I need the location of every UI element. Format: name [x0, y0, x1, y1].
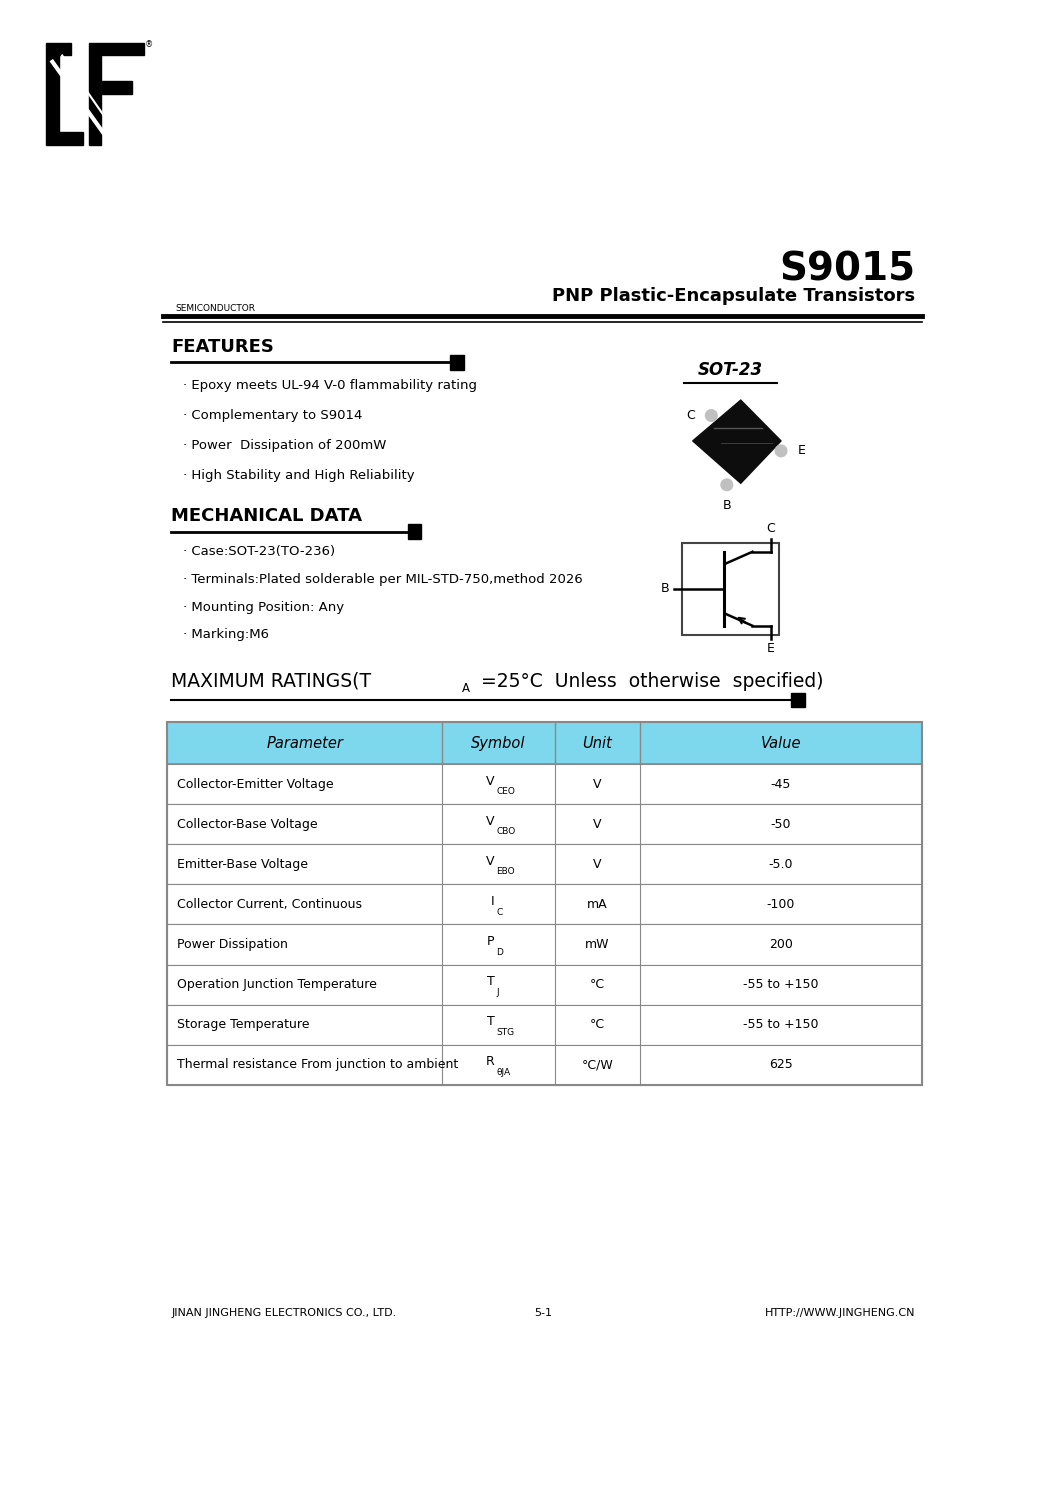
- Text: · High Stability and High Reliability: · High Stability and High Reliability: [183, 469, 414, 483]
- Polygon shape: [47, 43, 83, 145]
- Text: A: A: [462, 682, 470, 696]
- Text: B: B: [722, 499, 731, 511]
- Text: MAXIMUM RATINGS(T: MAXIMUM RATINGS(T: [172, 672, 372, 691]
- Text: · Epoxy meets UL-94 V-0 flammability rating: · Epoxy meets UL-94 V-0 flammability rat…: [183, 379, 477, 391]
- Text: V: V: [593, 778, 602, 791]
- Text: Value: Value: [760, 736, 802, 751]
- Text: Unit: Unit: [582, 736, 612, 751]
- Text: CEO: CEO: [497, 787, 515, 796]
- Text: J: J: [497, 988, 499, 997]
- Bar: [450, 355, 464, 370]
- Text: P: P: [487, 935, 495, 947]
- Text: -5.0: -5.0: [769, 857, 793, 871]
- Bar: [167, 925, 922, 964]
- Text: -45: -45: [771, 778, 791, 791]
- Text: · Complementary to S9014: · Complementary to S9014: [183, 409, 362, 423]
- Bar: [167, 884, 922, 925]
- Text: mW: mW: [586, 938, 610, 950]
- Text: STG: STG: [497, 1028, 515, 1037]
- Text: -55 to +150: -55 to +150: [743, 1018, 819, 1031]
- Text: B: B: [661, 582, 669, 595]
- Bar: [167, 844, 922, 884]
- Text: JINAN JINGHENG ELECTRONICS CO., LTD.: JINAN JINGHENG ELECTRONICS CO., LTD.: [172, 1307, 396, 1318]
- Text: SEMICONDUCTOR: SEMICONDUCTOR: [175, 304, 255, 313]
- Text: D: D: [497, 947, 503, 956]
- Circle shape: [775, 445, 787, 457]
- Text: E: E: [767, 642, 775, 655]
- Text: 5-1: 5-1: [534, 1307, 552, 1318]
- Bar: [167, 764, 922, 805]
- Text: T: T: [487, 974, 495, 988]
- Text: Emitter-Base Voltage: Emitter-Base Voltage: [177, 857, 307, 871]
- Text: C: C: [497, 907, 502, 916]
- Text: HTTP://WWW.JINGHENG.CN: HTTP://WWW.JINGHENG.CN: [765, 1307, 915, 1318]
- Text: V: V: [593, 818, 602, 830]
- Text: Storage Temperature: Storage Temperature: [177, 1018, 309, 1031]
- Text: · Marking:M6: · Marking:M6: [183, 628, 269, 642]
- Text: Symbol: Symbol: [471, 736, 526, 751]
- Polygon shape: [693, 400, 782, 483]
- Text: · Power  Dissipation of 200mW: · Power Dissipation of 200mW: [183, 439, 387, 453]
- Text: ®: ®: [145, 40, 154, 49]
- Text: Parameter: Parameter: [267, 736, 343, 751]
- Text: 625: 625: [769, 1058, 793, 1072]
- Text: E: E: [797, 444, 806, 457]
- Text: °C: °C: [590, 1018, 605, 1031]
- Bar: [167, 805, 922, 844]
- Text: I: I: [491, 895, 495, 908]
- Text: Thermal resistance From junction to ambient: Thermal resistance From junction to ambi…: [177, 1058, 457, 1072]
- Bar: [167, 723, 922, 764]
- Text: Collector-Base Voltage: Collector-Base Voltage: [177, 818, 318, 830]
- Text: C: C: [686, 409, 695, 423]
- Text: Operation Junction Temperature: Operation Junction Temperature: [177, 977, 376, 991]
- Bar: [167, 1004, 922, 1045]
- Text: θJA: θJA: [497, 1067, 510, 1076]
- Bar: [682, 543, 779, 636]
- Text: MECHANICAL DATA: MECHANICAL DATA: [172, 507, 362, 525]
- Text: -55 to +150: -55 to +150: [743, 977, 819, 991]
- Bar: [167, 964, 922, 1004]
- Bar: [167, 1045, 922, 1085]
- Text: V: V: [486, 854, 495, 868]
- Circle shape: [705, 409, 717, 421]
- Text: Collector-Emitter Voltage: Collector-Emitter Voltage: [177, 778, 334, 791]
- Text: V: V: [486, 775, 495, 788]
- Text: V: V: [593, 857, 602, 871]
- Text: -100: -100: [767, 898, 795, 911]
- Text: · Mounting Position: Any: · Mounting Position: Any: [183, 601, 344, 613]
- Text: PNP Plastic-Encapsulate Transistors: PNP Plastic-Encapsulate Transistors: [552, 288, 915, 306]
- Text: SOT-23: SOT-23: [698, 361, 764, 379]
- Bar: [167, 723, 922, 1085]
- Polygon shape: [89, 43, 144, 145]
- Text: R: R: [486, 1055, 495, 1067]
- Text: T: T: [487, 1015, 495, 1028]
- Text: V: V: [486, 815, 495, 827]
- Text: · Terminals:Plated solderable per MIL-STD-750,method 2026: · Terminals:Plated solderable per MIL-ST…: [183, 573, 582, 586]
- Text: mA: mA: [587, 898, 608, 911]
- Text: Collector Current, Continuous: Collector Current, Continuous: [177, 898, 361, 911]
- Text: 200: 200: [769, 938, 793, 950]
- Text: S9015: S9015: [779, 250, 915, 289]
- Bar: [791, 693, 805, 706]
- Text: C: C: [767, 522, 775, 535]
- Text: EBO: EBO: [497, 868, 515, 877]
- Text: FEATURES: FEATURES: [172, 337, 274, 355]
- Text: =25°C  Unless  otherwise  specified): =25°C Unless otherwise specified): [481, 672, 824, 691]
- Text: °C/W: °C/W: [581, 1058, 613, 1072]
- Text: CBO: CBO: [497, 827, 516, 836]
- Text: Power Dissipation: Power Dissipation: [177, 938, 287, 950]
- Circle shape: [721, 480, 733, 490]
- Text: -50: -50: [771, 818, 791, 830]
- Text: °C: °C: [590, 977, 605, 991]
- Text: · Case:SOT-23(TO-236): · Case:SOT-23(TO-236): [183, 544, 335, 558]
- Bar: [408, 525, 421, 540]
